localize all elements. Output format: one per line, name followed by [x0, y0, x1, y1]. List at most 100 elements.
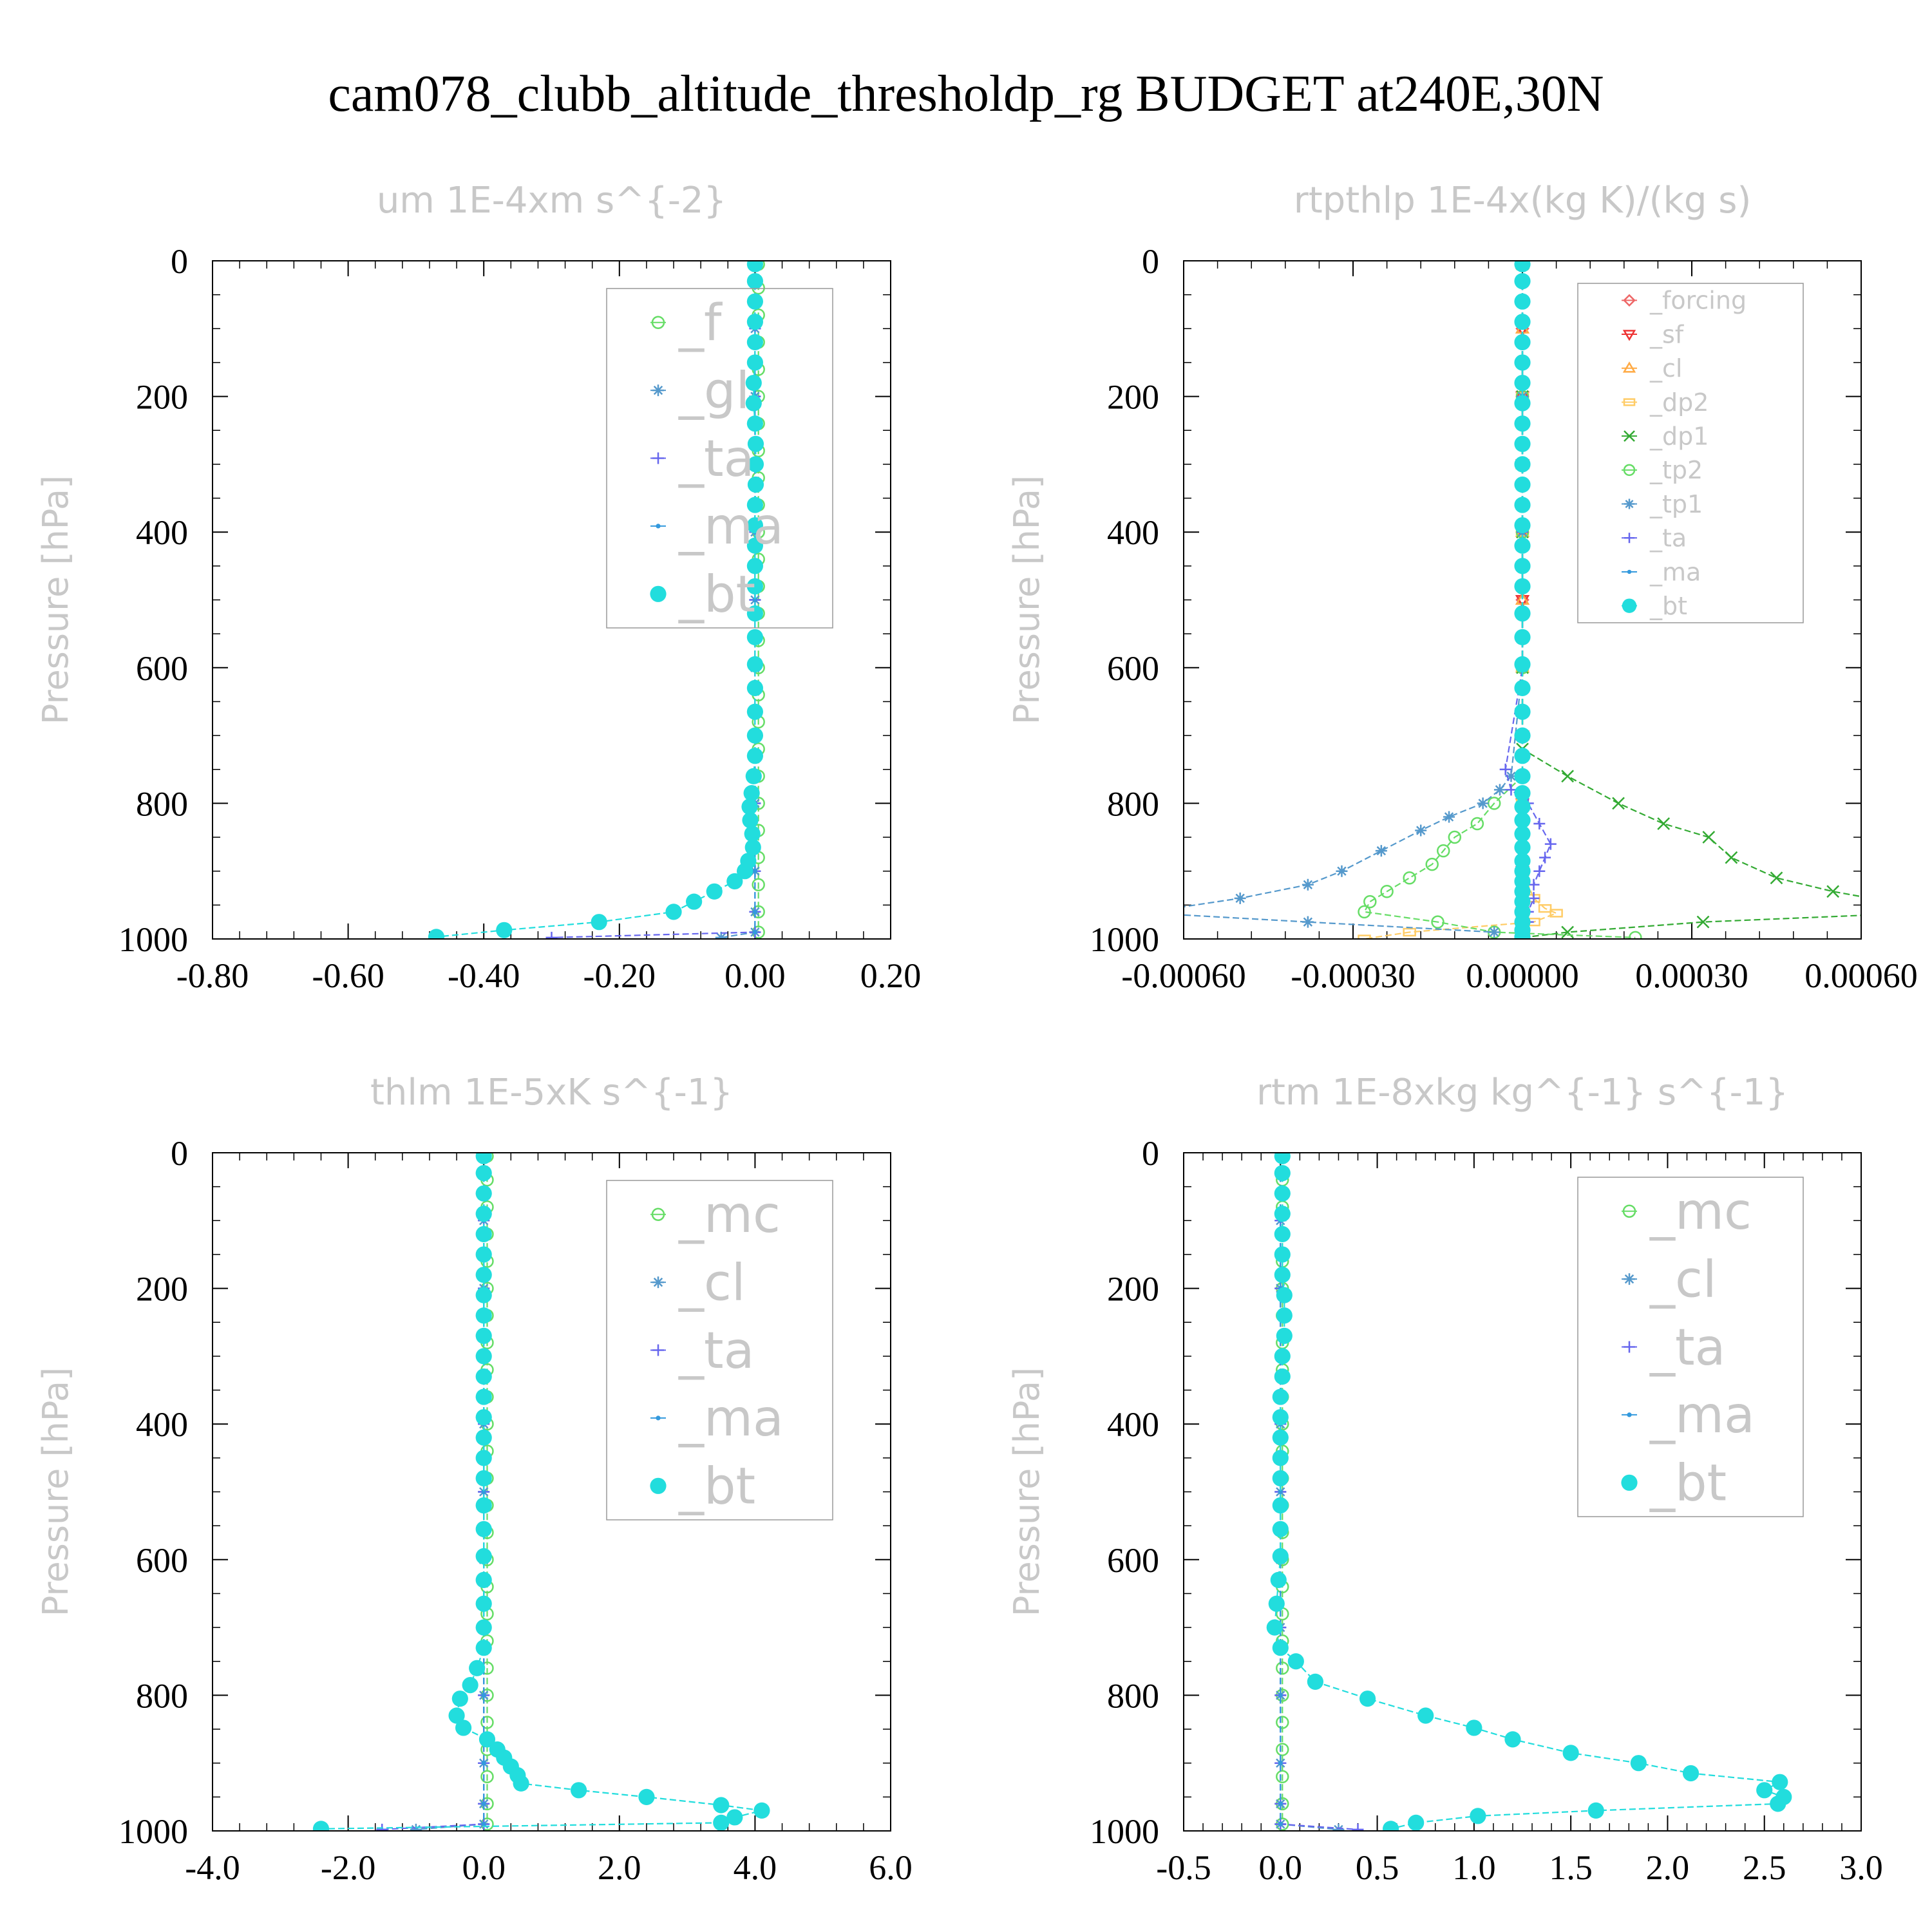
legend-label: _bt — [678, 1458, 755, 1516]
data-point — [746, 727, 763, 744]
y-tick-label: 400 — [136, 513, 188, 552]
data-point — [475, 1520, 492, 1538]
legend-label: _forcing — [1649, 287, 1747, 315]
data-point — [1884, 896, 1895, 907]
data-point — [1514, 476, 1531, 493]
data-point — [451, 1690, 468, 1707]
data-point — [475, 1327, 492, 1344]
data-point — [1514, 629, 1531, 646]
data-point — [1276, 1716, 1289, 1729]
data-point — [1514, 334, 1531, 350]
data-point — [726, 873, 743, 890]
data-point — [746, 272, 763, 290]
data-point — [480, 1770, 494, 1784]
x-tick-label: 0.00 — [724, 956, 786, 995]
data-point — [1533, 817, 1546, 829]
y-tick-label: 200 — [1107, 378, 1159, 417]
legend-label: _bt — [678, 566, 755, 624]
y-tick-label: 800 — [1107, 1676, 1159, 1715]
y-tick-label: 0 — [171, 242, 188, 281]
data-point — [1826, 885, 1840, 898]
data-point — [1514, 799, 1531, 815]
main-title: cam078_clubb_altitude_thresholdp_rg BUDG… — [328, 66, 1604, 122]
data-point — [462, 1677, 478, 1694]
legend-label: _ta — [1649, 524, 1687, 553]
data-point — [1514, 826, 1531, 842]
legend-entry: _ma — [650, 1390, 784, 1448]
data-point — [1514, 578, 1531, 595]
legend-entry: _cl — [650, 1254, 746, 1312]
data-point — [1443, 811, 1455, 823]
legend: _mc _cl _ta _ma _bt — [1577, 1177, 1804, 1517]
legend-entry: _bt — [650, 1458, 755, 1516]
legend-entry: _bt — [650, 566, 755, 624]
panel-title: thlm 1E-5xK s^{-1} — [370, 1072, 733, 1113]
x-tick-label: 0.00060 — [1804, 956, 1918, 995]
data-point — [1514, 354, 1531, 371]
legend-entry: _cl — [1622, 1251, 1717, 1309]
data-point — [1612, 797, 1625, 810]
legend-label: _sf — [1649, 320, 1685, 348]
y-tick-label: 600 — [1107, 1541, 1159, 1580]
data-point — [1380, 885, 1394, 898]
legend-label: _mc — [1649, 1183, 1752, 1241]
data-point — [1470, 817, 1484, 831]
legend-label: _mc — [678, 1186, 781, 1244]
data-point — [1274, 1206, 1291, 1222]
data-point — [1561, 925, 1575, 939]
legend-marker — [1623, 294, 1636, 307]
data-point — [746, 558, 763, 574]
data-point — [1514, 293, 1531, 310]
data-point — [1276, 1287, 1293, 1303]
x-tick-label: 0.5 — [1356, 1848, 1399, 1887]
data-point — [1270, 1571, 1287, 1588]
data-point — [746, 629, 763, 646]
x-tick-label: 2.0 — [598, 1848, 641, 1887]
legend-label: _dp1 — [1649, 422, 1709, 450]
x-tick-label: -0.60 — [312, 956, 384, 995]
x-tick-label: -2.0 — [321, 1848, 375, 1887]
data-point — [706, 883, 723, 900]
data-point — [1514, 497, 1531, 513]
series-line — [415, 1156, 485, 1830]
x-tick-label: 0.00030 — [1635, 956, 1748, 995]
data-point — [475, 1246, 492, 1263]
x-tick-label: 2.0 — [1646, 1848, 1690, 1887]
legend-label: _tp1 — [1649, 490, 1703, 518]
data-point — [1514, 415, 1531, 432]
y-tick-label: 1000 — [1090, 920, 1159, 959]
data-point — [747, 435, 764, 452]
data-point — [1363, 895, 1377, 909]
data-point — [1276, 1770, 1289, 1784]
chart-panel-3: thlm 1E-5xK s^{-1} Pressure [hPa] 0 200 400 6… — [35, 1072, 913, 1887]
data-point — [1278, 1801, 1283, 1806]
data-point — [746, 314, 763, 330]
data-point — [726, 1809, 743, 1826]
data-point — [745, 768, 762, 784]
data-point — [746, 679, 763, 696]
data-point — [1756, 1782, 1773, 1799]
data-point — [1166, 903, 1178, 914]
legend-box — [1577, 283, 1804, 623]
data-point — [475, 1571, 492, 1588]
legend-box — [606, 288, 833, 629]
legend-entry: _gl — [650, 362, 750, 420]
legend-box — [1577, 1177, 1804, 1517]
data-point — [475, 1429, 492, 1446]
data-point — [480, 1716, 494, 1729]
legend-label: _bt — [1649, 1455, 1727, 1513]
data-point — [1266, 1619, 1283, 1636]
legend-label: _ma — [678, 498, 784, 556]
x-tick-label: 2.5 — [1743, 1848, 1786, 1887]
data-point — [1562, 1745, 1579, 1761]
legend-label: _ma — [1649, 1387, 1755, 1444]
data-point — [747, 476, 764, 493]
data-point — [1274, 1266, 1291, 1283]
legend-entry: _mc — [1622, 1183, 1752, 1241]
data-point — [746, 497, 763, 513]
legend-marker — [651, 1208, 665, 1221]
panel-title: rtm 1E-8xkg kg^{-1} s^{-1} — [1256, 1072, 1788, 1113]
plot-area — [1166, 261, 1895, 939]
data-point — [1514, 537, 1531, 554]
